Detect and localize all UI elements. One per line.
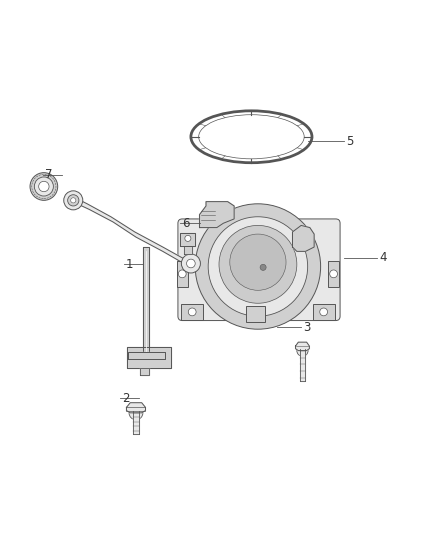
Circle shape <box>219 225 297 303</box>
Polygon shape <box>143 247 149 355</box>
Polygon shape <box>180 233 195 246</box>
Text: 1: 1 <box>126 258 134 271</box>
Text: 2: 2 <box>122 392 129 405</box>
Polygon shape <box>128 352 165 359</box>
Circle shape <box>30 173 58 200</box>
Circle shape <box>67 195 79 206</box>
FancyBboxPatch shape <box>181 304 203 320</box>
Polygon shape <box>127 403 145 413</box>
Circle shape <box>320 308 328 316</box>
Circle shape <box>71 198 76 203</box>
Circle shape <box>129 406 143 420</box>
Circle shape <box>260 264 266 270</box>
Text: 7: 7 <box>45 168 53 181</box>
Circle shape <box>230 234 286 290</box>
Circle shape <box>208 217 307 316</box>
Circle shape <box>64 191 83 210</box>
Text: 4: 4 <box>379 252 386 264</box>
Polygon shape <box>293 225 314 252</box>
Circle shape <box>330 270 338 278</box>
Circle shape <box>297 345 308 356</box>
Circle shape <box>195 204 321 329</box>
Circle shape <box>34 177 53 196</box>
FancyBboxPatch shape <box>177 261 188 287</box>
Circle shape <box>185 236 191 241</box>
Circle shape <box>39 181 49 192</box>
Text: 5: 5 <box>346 135 354 148</box>
Polygon shape <box>74 197 193 265</box>
Polygon shape <box>184 246 192 254</box>
Circle shape <box>181 254 201 273</box>
Circle shape <box>187 259 195 268</box>
Text: 3: 3 <box>304 320 311 334</box>
Polygon shape <box>300 349 304 381</box>
Polygon shape <box>296 342 309 351</box>
FancyBboxPatch shape <box>313 304 335 320</box>
Text: 6: 6 <box>182 217 190 230</box>
FancyBboxPatch shape <box>328 261 339 287</box>
Polygon shape <box>200 201 234 228</box>
Circle shape <box>188 308 196 316</box>
Polygon shape <box>140 368 149 375</box>
Polygon shape <box>127 346 170 368</box>
FancyBboxPatch shape <box>178 219 340 320</box>
Polygon shape <box>133 410 139 434</box>
Circle shape <box>178 270 186 278</box>
FancyBboxPatch shape <box>246 306 265 322</box>
